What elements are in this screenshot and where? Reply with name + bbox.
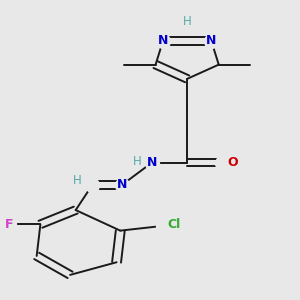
- Text: F: F: [4, 218, 13, 231]
- Text: O: O: [227, 156, 238, 169]
- Text: N: N: [117, 178, 127, 191]
- Text: H: H: [73, 175, 82, 188]
- Text: N: N: [147, 156, 157, 169]
- Text: H: H: [183, 15, 191, 28]
- Text: H: H: [133, 155, 141, 168]
- Text: Cl: Cl: [167, 218, 181, 231]
- Text: N: N: [158, 34, 168, 47]
- Text: N: N: [206, 34, 217, 47]
